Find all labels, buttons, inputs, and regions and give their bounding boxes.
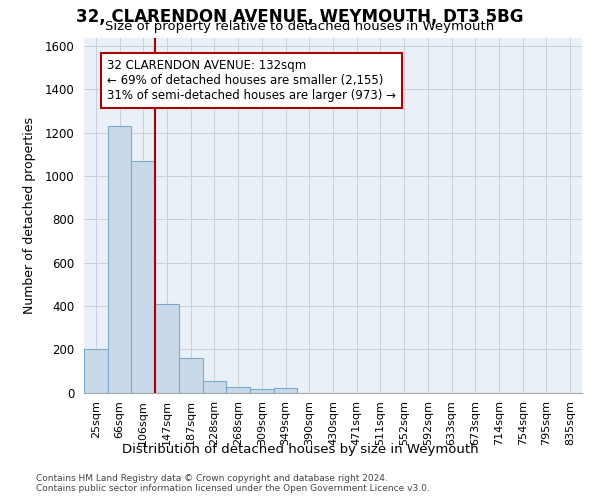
Text: Contains public sector information licensed under the Open Government Licence v3: Contains public sector information licen… xyxy=(36,484,430,493)
Y-axis label: Number of detached properties: Number of detached properties xyxy=(23,116,36,314)
Text: Distribution of detached houses by size in Weymouth: Distribution of detached houses by size … xyxy=(122,442,478,456)
Bar xyxy=(274,388,298,392)
Bar xyxy=(131,161,155,392)
Text: Contains HM Land Registry data © Crown copyright and database right 2024.: Contains HM Land Registry data © Crown c… xyxy=(36,474,388,483)
Bar xyxy=(108,126,131,392)
Text: 32 CLARENDON AVENUE: 132sqm
← 69% of detached houses are smaller (2,155)
31% of : 32 CLARENDON AVENUE: 132sqm ← 69% of det… xyxy=(107,59,396,102)
Bar xyxy=(155,304,179,392)
Text: Size of property relative to detached houses in Weymouth: Size of property relative to detached ho… xyxy=(106,20,494,33)
Bar xyxy=(250,388,274,392)
Bar xyxy=(84,349,108,393)
Bar xyxy=(203,380,226,392)
Bar xyxy=(179,358,203,392)
Bar xyxy=(226,387,250,392)
Text: 32, CLARENDON AVENUE, WEYMOUTH, DT3 5BG: 32, CLARENDON AVENUE, WEYMOUTH, DT3 5BG xyxy=(76,8,524,26)
